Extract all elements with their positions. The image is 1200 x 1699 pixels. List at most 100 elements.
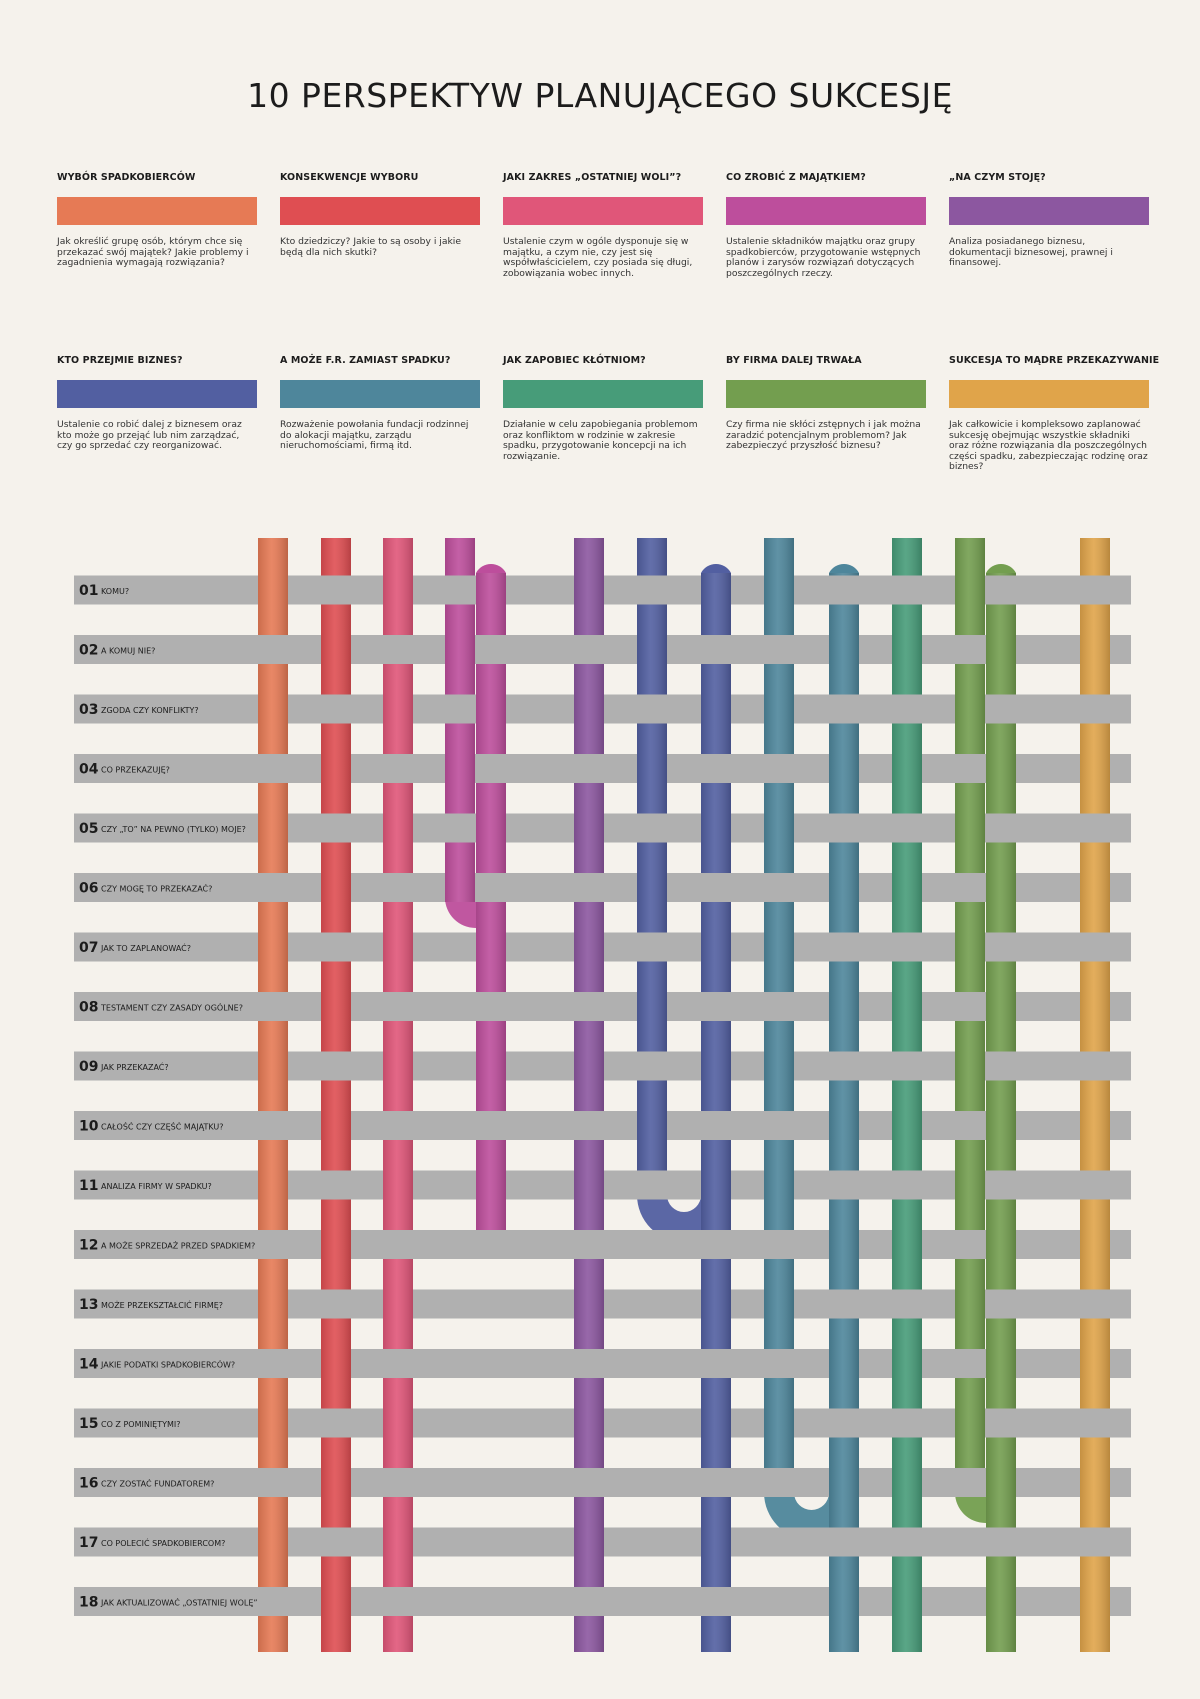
row-label: JAK AKTUALIZOWAĆ „OSTATNIEJ WOLĘ” — [100, 1597, 258, 1608]
row-label: CZY MOGĘ TO PRZEKAZAĆ? — [101, 883, 212, 894]
ribbon-10-over-shade — [1080, 873, 1110, 902]
ribbon-10-over-shade — [1080, 1111, 1110, 1140]
ribbon-8-over-shade — [892, 1587, 922, 1616]
ribbon-4-over-shade — [476, 1051, 506, 1081]
ribbon-7-over-shade — [829, 1230, 859, 1259]
ribbon-10-over-shade — [1080, 1587, 1110, 1616]
category-card: SUKCESJA TO MĄDRE PRZEKAZYWANIE Jak całko… — [949, 355, 1160, 473]
category-title: „NA CZYM STOJĘ? — [949, 172, 1046, 183]
ribbon-2-over-shade — [321, 873, 351, 902]
ribbon-4-top — [476, 564, 506, 573]
ribbon-7-top — [829, 564, 859, 573]
row-band — [74, 754, 1131, 783]
row-band — [74, 1111, 1131, 1140]
row-label-layer: 01 KOMU? 02 A KOMUJ NIE? 03 ZGODA CZY KONFLIK… — [79, 583, 258, 1611]
ribbon-2-over-shade — [321, 635, 351, 664]
ribbon-9-over-shade — [986, 754, 1016, 783]
ribbon-5-over-shade — [574, 1170, 604, 1200]
ribbon-7-over-shade — [764, 1289, 794, 1319]
ribbon-8-over-shade — [892, 1230, 922, 1259]
ribbon-4-over-shade — [476, 694, 506, 724]
row-number: 13 — [79, 1297, 98, 1313]
category-card: WYBÓR SPADKOBIERCÓW Jak określić grupę os… — [57, 172, 257, 269]
category-description: Działanie w celu zapobiegania problemom … — [503, 419, 698, 462]
row-number: 07 — [79, 940, 98, 956]
category-description: Kto dziedziczy? Jakie to są osoby i jaki… — [280, 236, 462, 258]
category-description: Ustalenie co robić dalej z biznesem oraz… — [57, 419, 242, 452]
ribbon-9-over-shade — [986, 635, 1016, 664]
category-description: Jak całkowicie i kompleksowo zaplanować … — [949, 419, 1148, 473]
ribbon-8-shade — [892, 538, 922, 1652]
ribbon-6-over-shade — [701, 1527, 731, 1557]
ribbon-6-over-shade — [637, 754, 667, 783]
ribbon-7-over-shade — [764, 575, 794, 605]
row-label: CZY ZOSTAĆ FUNDATOREM? — [101, 1478, 214, 1489]
row-label: JAK PRZEKAZAĆ? — [100, 1061, 169, 1072]
category-title: JAK ZAPOBIEC KŁÓTNIOM? — [503, 355, 646, 366]
ribbon-1-over-shade — [258, 1170, 288, 1200]
ribbon-9-over-shade — [986, 1468, 1016, 1497]
ribbon-10-over-shade — [1080, 1230, 1110, 1259]
ribbon-9-over-shade — [955, 813, 985, 843]
ribbon-8-over-shade — [892, 992, 922, 1021]
ribbon-3-over-shade — [383, 932, 413, 962]
ribbon-4-over-shade — [476, 813, 506, 843]
ribbon-7-over-shade — [829, 1111, 859, 1140]
ribbon-9-over-shade — [955, 694, 985, 724]
category-title: JAKI ZAKRES „OSTATNIEJ WOLI”? — [503, 172, 682, 183]
ribbon-6-over-shade — [701, 1051, 731, 1081]
ribbon-3-shade — [383, 538, 413, 1652]
row-number: 16 — [79, 1476, 98, 1492]
ribbon-9-over-shade — [955, 575, 985, 605]
ribbon-7-over-shade — [764, 694, 794, 724]
ribbon-9-over-shade — [955, 1408, 985, 1438]
ribbon-6-over-shade — [637, 992, 667, 1021]
category-title: WYBÓR SPADKOBIERCÓW — [57, 172, 196, 183]
category-color-bar — [503, 380, 703, 408]
category-card: CO ZROBIĆ Z MAJĄTKIEM? Ustalenie składnik… — [726, 172, 926, 279]
category-color-bar — [726, 380, 926, 408]
category-description: Analiza posiadanego biznesu, dokumentacj… — [949, 236, 1113, 269]
row-number: 18 — [79, 1595, 98, 1611]
ribbon-4-over-shade — [445, 873, 475, 902]
ribbon-5-over-shade — [574, 575, 604, 605]
category-description: Rozważenie powołania fundacji rodzinnej … — [280, 419, 469, 452]
ribbon-5-over-shade — [574, 1527, 604, 1557]
row-band — [74, 635, 1131, 664]
row-label: A KOMUJ NIE? — [101, 647, 155, 656]
category-color-bar — [57, 197, 257, 225]
ribbon-9-over-shade — [955, 1170, 985, 1200]
ribbon-9-over-shade — [986, 992, 1016, 1021]
row-number: 12 — [79, 1238, 98, 1254]
category-card: KONSEKWENCJE WYBORU Kto dziedziczy? Jakie… — [280, 172, 480, 258]
row-label: MOŻE PRZEKSZTAŁCIĆ FIRMĘ? — [101, 1299, 223, 1310]
category-description: Ustalenie składników majątku oraz grupy … — [726, 236, 921, 279]
ribbon-9-over-shade — [986, 1111, 1016, 1140]
ribbon-7-over-shade — [764, 932, 794, 962]
category-title: CO ZROBIĆ Z MAJĄTKIEM? — [726, 172, 866, 183]
ribbon-1-over-shade — [258, 1289, 288, 1319]
row-label: CO Z POMINIĘTYMI? — [101, 1420, 181, 1429]
ribbon-2-over-shade — [321, 1111, 351, 1140]
category-card: KTO PRZEJMIE BIZNES? Ustalenie co robić d… — [57, 355, 257, 452]
category-card: BY FIRMA DALEJ TRWAŁA Czy firma nie skłóc… — [726, 355, 926, 452]
row-label: ANALIZA FIRMY W SPADKU? — [101, 1182, 212, 1191]
row-label: CO POLECIĆ SPADKOBIERCOM? — [101, 1537, 225, 1548]
category-card: A MOŻE F.R. ZAMIAST SPADKU? Rozważenie po… — [280, 355, 480, 452]
ribbon-1-over-shade — [258, 1051, 288, 1081]
ribbon-5-over-shade — [574, 813, 604, 843]
row-label: A MOŻE SPRZEDAŻ PRZED SPADKIEM? — [101, 1241, 255, 1251]
ribbon-7-over-shade — [829, 992, 859, 1021]
ribbon-7-over-shade — [764, 1170, 794, 1200]
row-number: 06 — [79, 881, 98, 897]
category-title: SUKCESJA TO MĄDRE PRZEKAZYWANIE — [949, 355, 1160, 366]
row-number: 14 — [79, 1357, 99, 1373]
row-band — [74, 1468, 1131, 1497]
page-title: 10 PERSPEKTYW PLANUJĄCEGO SUKCESJĘ — [247, 76, 953, 115]
ribbon-1-over-shade — [258, 813, 288, 843]
row-number: 01 — [79, 583, 98, 599]
ribbon-6-over-shade — [701, 694, 731, 724]
ribbon-4-over-shade — [445, 635, 475, 664]
row-label: CZY „TO” NA PEWNO (TYLKO) MOJE? — [101, 825, 246, 834]
